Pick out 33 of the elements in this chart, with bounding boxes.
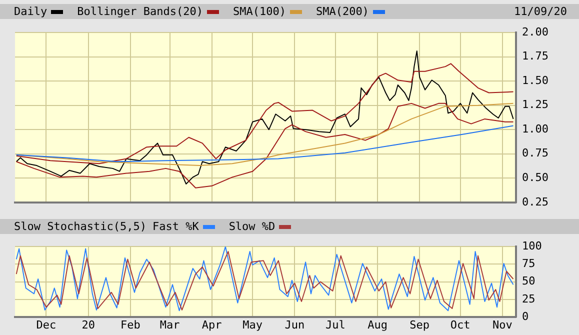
y-tick-label: 75	[522, 257, 536, 270]
y-tick-label: 100	[522, 239, 542, 252]
y-tick-label: 0.75	[522, 146, 548, 160]
y-tick-label: 1.50	[522, 74, 548, 87]
text: 11/09/20	[514, 4, 567, 19]
x-tick-label: Jun	[284, 318, 305, 332]
x-tick-label: Feb	[120, 318, 140, 332]
y-tick-label: 1.25	[522, 98, 548, 112]
legend-label: SMA(100)	[232, 5, 286, 18]
y-tick-label: 1.75	[522, 50, 548, 63]
legend-label: Daily	[14, 5, 48, 18]
x-tick-label: Sep	[410, 318, 430, 332]
x-tick-label: Apr	[202, 318, 222, 332]
y-tick-label: 2.00	[522, 25, 548, 38]
y-tick-label: 0.25	[522, 195, 548, 208]
chart-title: Slow Stochastic(5,5)	[14, 220, 146, 233]
y-tick-label: 25	[522, 292, 536, 306]
x-tick-label: Dec	[36, 318, 56, 332]
x-tick-label: Mar	[160, 318, 180, 332]
y-tick-label: 0.50	[522, 171, 548, 184]
legend-label: SMA(200)	[316, 5, 369, 18]
y-tick-label: 0	[522, 310, 529, 323]
x-tick-label: Nov	[492, 318, 513, 332]
legend-label: Fast %K	[152, 220, 199, 233]
x-tick-label: May	[242, 318, 263, 332]
x-tick-label: Oct	[450, 318, 470, 332]
y-tick-label: 50	[522, 274, 536, 288]
legend-label: Bollinger Bands(20)	[77, 5, 203, 18]
x-tick-label: Jul	[325, 318, 346, 332]
legend-label: Slow %D	[228, 220, 276, 233]
y-tick-label: 1.00	[522, 122, 548, 136]
x-tick-label: Aug	[368, 318, 388, 332]
x-tick-label: 20	[82, 318, 95, 332]
